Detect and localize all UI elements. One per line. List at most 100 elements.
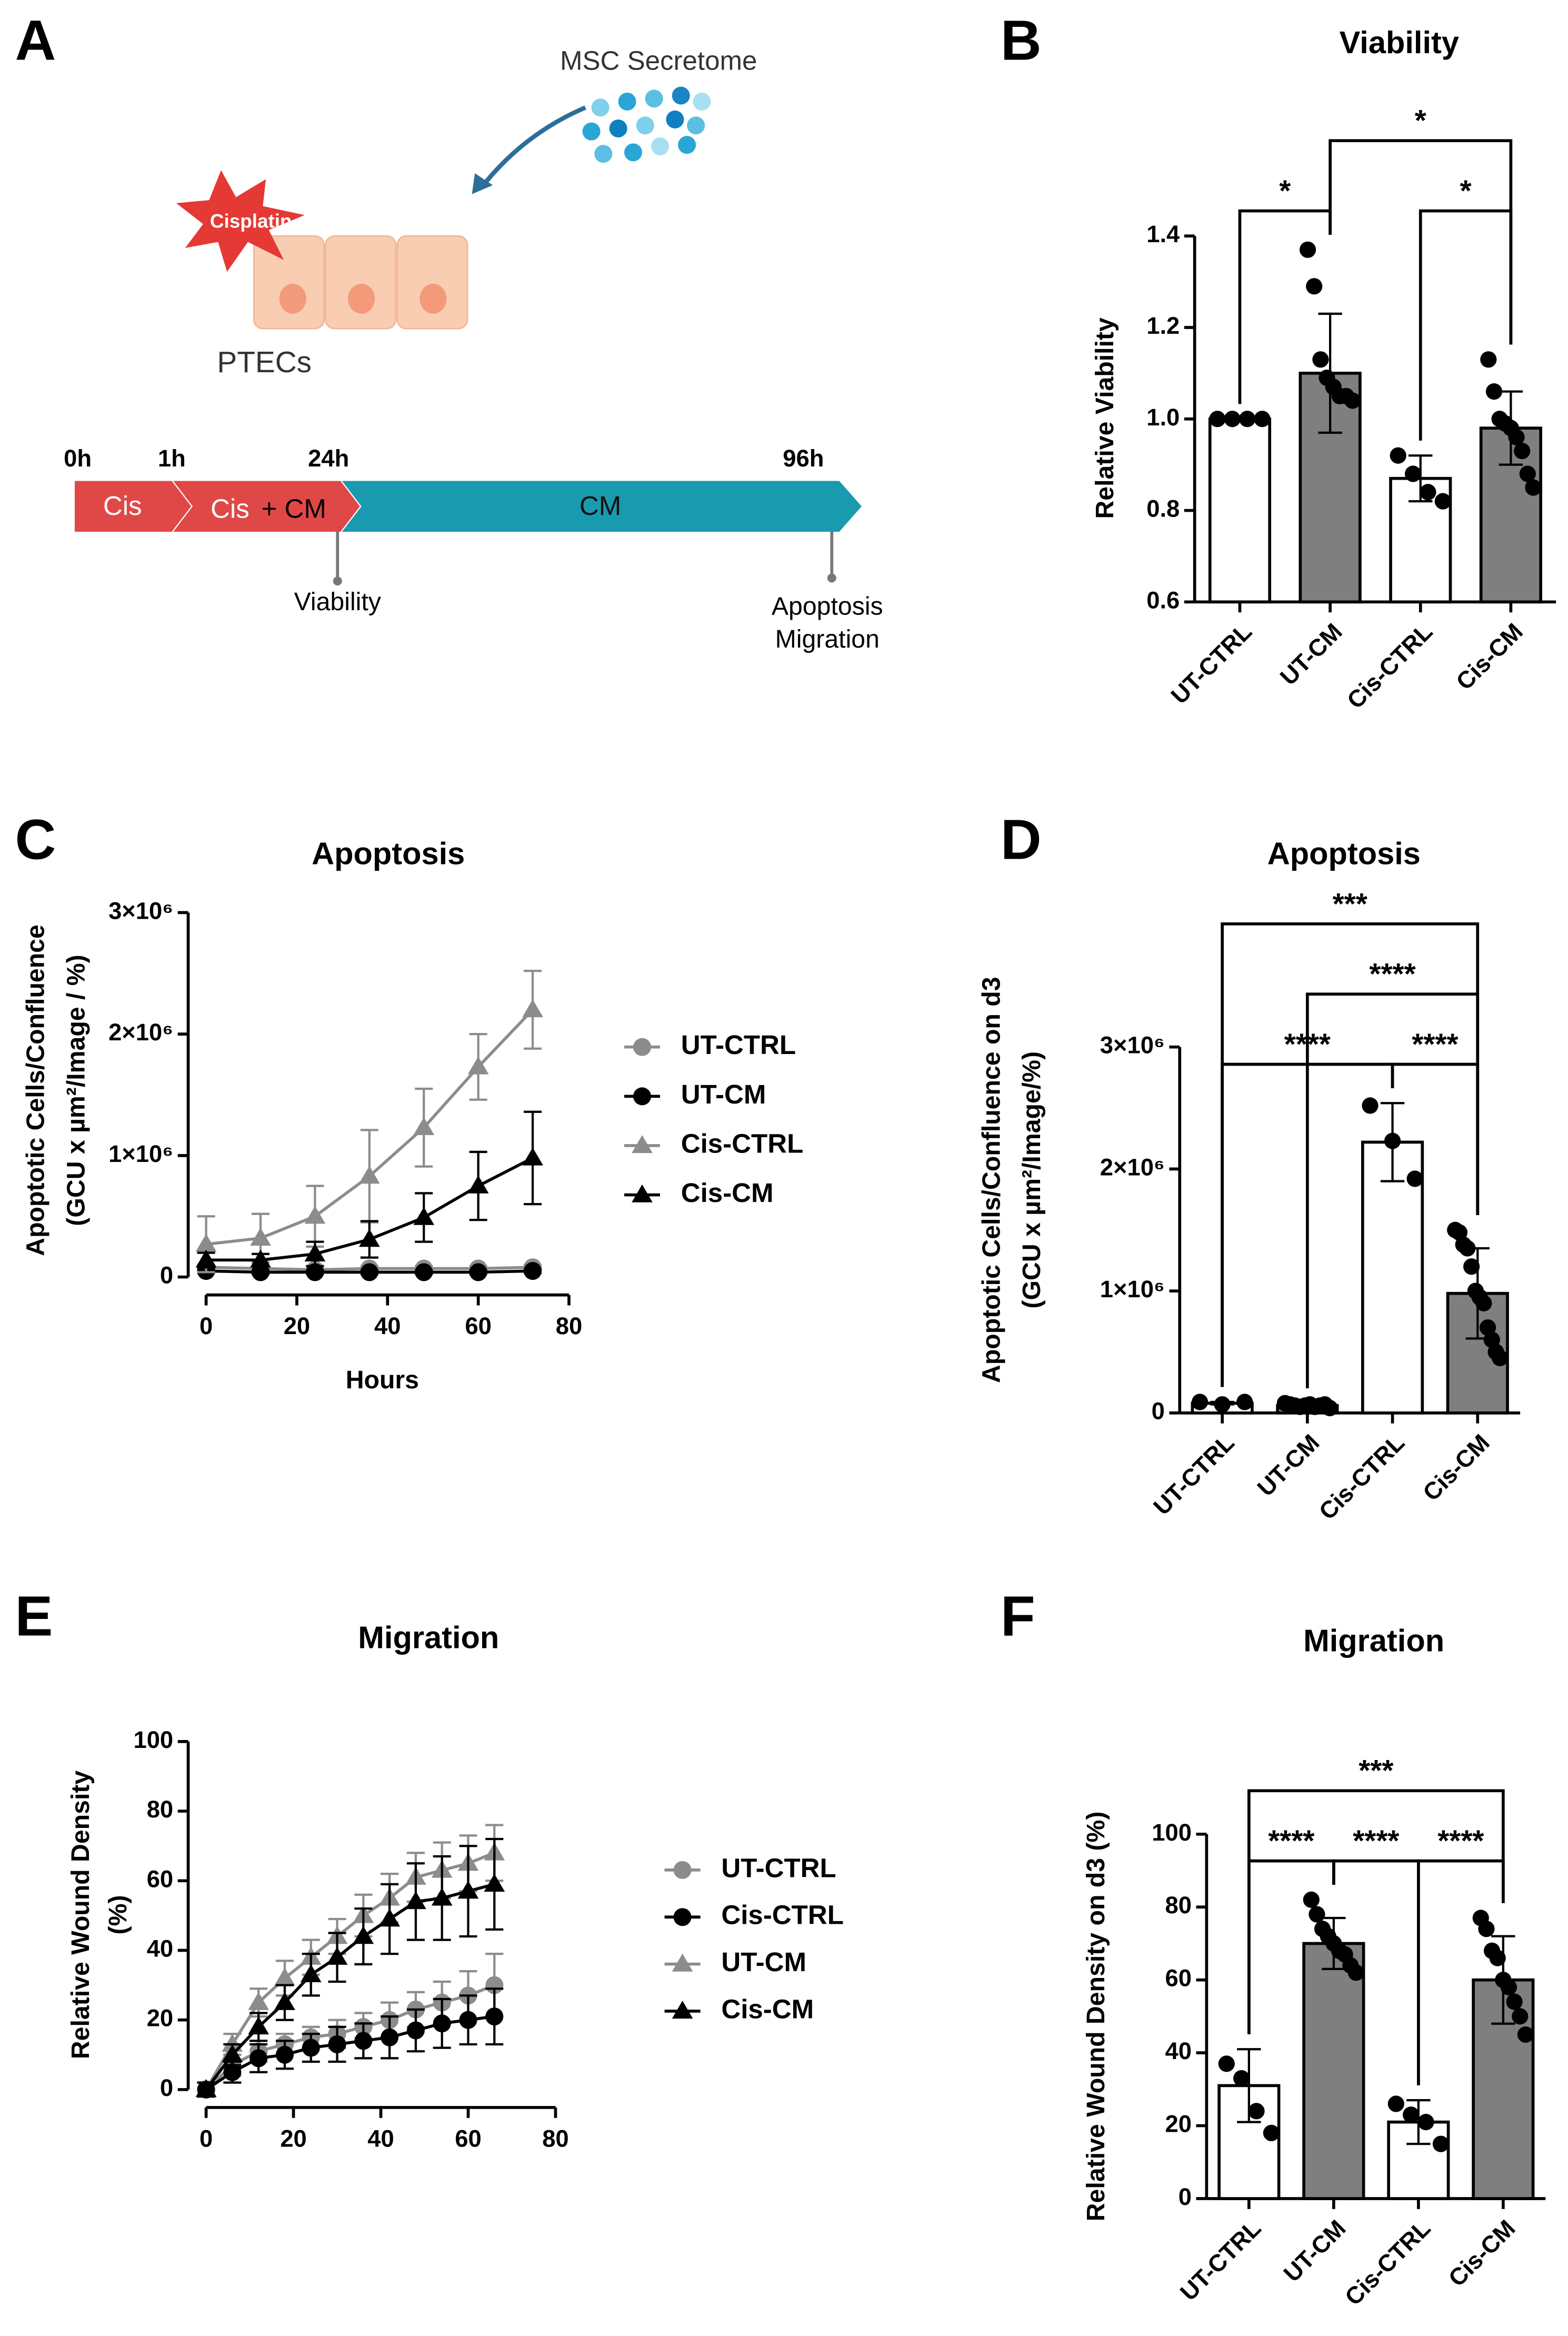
chart-title: Migration — [358, 1620, 499, 1655]
marker — [406, 2021, 425, 2040]
legend-marker — [673, 1861, 692, 1879]
x-axis-label: Hours — [346, 1366, 419, 1394]
legend-marker — [672, 2001, 693, 2019]
y-tick-label: 80 — [1165, 1892, 1192, 1918]
y-tick-label: 0 — [160, 2074, 173, 2101]
marker — [381, 2028, 399, 2046]
y-tick-label: 3×10⁶ — [1100, 1032, 1165, 1059]
marker — [306, 1263, 324, 1281]
marker — [222, 2044, 243, 2062]
data-point — [1406, 1170, 1423, 1187]
legend-label: Cis-CM — [721, 1994, 814, 2024]
y-tick-label: 100 — [1152, 1819, 1192, 1846]
marker — [248, 2016, 269, 2035]
marker — [195, 1249, 217, 1268]
marker — [413, 1117, 435, 1135]
legend-label: Cis-CM — [681, 1178, 774, 1208]
chart-title: Migration — [1303, 1623, 1444, 1658]
x-tick-label: 80 — [542, 2125, 568, 2152]
significance-bracket — [1332, 1859, 1420, 2085]
marker — [484, 1874, 505, 1892]
cisplatin-label: Cisplatin — [210, 210, 292, 232]
legend-label: UT-CTRL — [681, 1030, 796, 1060]
chart-title: Apoptosis — [1267, 836, 1421, 871]
legend-label: Cis-CTRL — [681, 1128, 804, 1158]
y-tick-label: 100 — [133, 1726, 173, 1753]
readout-dot — [827, 573, 836, 583]
marker — [354, 2032, 373, 2050]
marker — [457, 1881, 479, 1899]
y-tick-label: 60 — [1165, 1965, 1192, 1992]
y-tick-label: 0 — [1179, 2183, 1192, 2210]
x-tick-label: 20 — [280, 2125, 306, 2152]
significance-label: **** — [1437, 1825, 1484, 1858]
y-tick-label: 1×10⁶ — [108, 1140, 173, 1167]
y-tick-label: 0.6 — [1146, 587, 1180, 613]
bar — [1217, 2084, 1281, 2200]
x-tick-label: 80 — [556, 1313, 582, 1339]
data-point — [1512, 2008, 1529, 2025]
time-point: 0h — [64, 445, 92, 472]
data-point — [1387, 2095, 1404, 2112]
marker — [250, 1249, 271, 1268]
y-tick-label: 0.8 — [1146, 495, 1180, 522]
x-tick-label: 20 — [284, 1313, 310, 1339]
data-point — [1209, 411, 1226, 428]
marker — [300, 1964, 322, 1982]
marker — [274, 1967, 295, 1986]
significance-label: * — [1460, 174, 1472, 207]
panel-letter: E — [15, 1584, 53, 1648]
marker — [459, 2011, 477, 2029]
marker — [248, 1992, 269, 2010]
y-axis-label: Apoptotic Cells/Confluence — [22, 925, 50, 1256]
y-tick-label: 1.2 — [1146, 312, 1180, 339]
phase-label: Cis — [103, 491, 142, 521]
marker — [358, 1166, 380, 1184]
data-point — [1489, 1950, 1506, 1966]
marker — [223, 2063, 242, 2081]
data-point — [1525, 479, 1542, 496]
y-tick-label: 3×10⁶ — [108, 897, 173, 924]
marker — [524, 1262, 542, 1280]
y-tick-label: 1.4 — [1146, 221, 1180, 247]
marker — [469, 1263, 487, 1281]
data-point — [1309, 1906, 1325, 1923]
marker — [250, 1227, 271, 1246]
y-tick-label: 1×10⁶ — [1100, 1276, 1165, 1303]
significance-bracket — [1247, 1789, 1505, 2034]
arrow — [479, 105, 586, 190]
marker — [249, 2049, 268, 2067]
cisplatin-burst — [176, 170, 305, 272]
cells — [253, 235, 468, 330]
marker — [360, 1263, 378, 1281]
panel-letter: D — [1001, 807, 1042, 871]
y-axis-label: (GCU x µm²/Image/%) — [1017, 1051, 1046, 1309]
panel-letter: F — [1001, 1584, 1035, 1648]
phase — [342, 481, 862, 532]
readout-label: Viability — [294, 588, 382, 616]
phase-label: Cis — [211, 494, 249, 524]
data-point — [1459, 1240, 1476, 1257]
data-point — [1306, 278, 1323, 295]
panel-a: A MSC Secretome Cisplatin PTECs 0h 1h 24… — [15, 8, 883, 653]
data-point — [1480, 351, 1497, 368]
significance-label: **** — [1412, 1028, 1459, 1061]
data-point — [1485, 383, 1503, 400]
phase-label: + CM — [262, 494, 326, 524]
data-point — [1434, 493, 1451, 510]
panel-letter: B — [1001, 8, 1042, 72]
data-point — [1224, 411, 1241, 428]
panel-letter: C — [15, 807, 56, 871]
bar — [1208, 417, 1272, 604]
marker — [326, 1946, 348, 1965]
legend-label: UT-CM — [721, 1947, 806, 1977]
y-tick-label: 0 — [1152, 1398, 1165, 1425]
data-point — [1263, 2124, 1280, 2142]
y-tick-label: 40 — [1165, 2037, 1192, 2064]
marker — [275, 2045, 294, 2064]
significance-label: * — [1279, 174, 1291, 207]
legend-label: Cis-CTRL — [721, 1900, 844, 1930]
y-axis-label: Relative Viability — [1091, 317, 1119, 519]
data-point — [1478, 1921, 1495, 1937]
legend-marker — [672, 1953, 693, 1972]
